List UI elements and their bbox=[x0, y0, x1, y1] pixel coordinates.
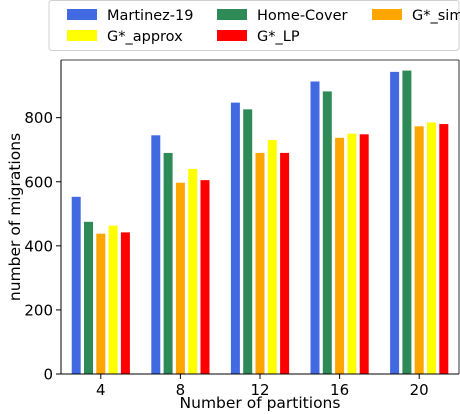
bar bbox=[414, 126, 424, 374]
bar bbox=[322, 91, 332, 375]
bar bbox=[188, 168, 198, 374]
legend: Martinez-19 Home-Cover G*_simple G*_approx G… bbox=[48, 0, 460, 51]
y-tick-label: 600 bbox=[24, 173, 53, 191]
plot-area: 0 200 400 600 800 4 8 12 16 20 bbox=[24, 59, 460, 399]
y-axis-label: number of migrations bbox=[6, 133, 24, 301]
legend-frame bbox=[48, 0, 460, 51]
bar bbox=[390, 71, 400, 375]
bar bbox=[151, 135, 161, 374]
x-tick-label: 16 bbox=[330, 381, 349, 399]
legend-swatch bbox=[67, 9, 97, 20]
legend-swatch bbox=[67, 30, 97, 41]
bar bbox=[120, 232, 130, 374]
legend-label: Martinez-19 bbox=[107, 8, 193, 24]
bar bbox=[175, 182, 185, 374]
bar bbox=[359, 134, 369, 374]
bar bbox=[200, 180, 210, 374]
bar bbox=[280, 152, 290, 374]
bar bbox=[439, 124, 449, 374]
bar bbox=[96, 233, 106, 374]
legend-label: G*_approx bbox=[107, 29, 183, 45]
bar bbox=[402, 70, 412, 374]
bar bbox=[163, 152, 173, 374]
y-tick-label: 0 bbox=[43, 366, 53, 384]
bar bbox=[427, 122, 436, 374]
legend-swatch bbox=[217, 30, 247, 41]
bar bbox=[267, 140, 277, 374]
legend-label: Home-Cover bbox=[257, 8, 348, 24]
bar bbox=[230, 102, 240, 375]
legend-label: G*_simple bbox=[412, 8, 460, 24]
bar bbox=[347, 133, 357, 374]
legend-swatch bbox=[217, 9, 247, 20]
x-tick-label: 12 bbox=[250, 381, 269, 399]
bar bbox=[335, 137, 345, 374]
bar bbox=[255, 152, 265, 374]
y-tick-label: 400 bbox=[24, 237, 53, 255]
bar bbox=[310, 81, 320, 374]
y-tick-label: 800 bbox=[24, 109, 53, 127]
x-tick-label: 8 bbox=[176, 381, 186, 399]
bar bbox=[243, 109, 253, 374]
x-tick-label: 20 bbox=[410, 381, 429, 399]
x-tick-label: 4 bbox=[96, 381, 106, 399]
bar bbox=[71, 196, 81, 374]
x-axis-label: Number of partitions bbox=[180, 394, 341, 412]
legend-swatch bbox=[372, 9, 402, 20]
legend-label: G*_LP bbox=[257, 29, 300, 45]
y-tick-label: 200 bbox=[24, 301, 53, 319]
bar bbox=[84, 221, 93, 374]
bar bbox=[108, 225, 118, 374]
